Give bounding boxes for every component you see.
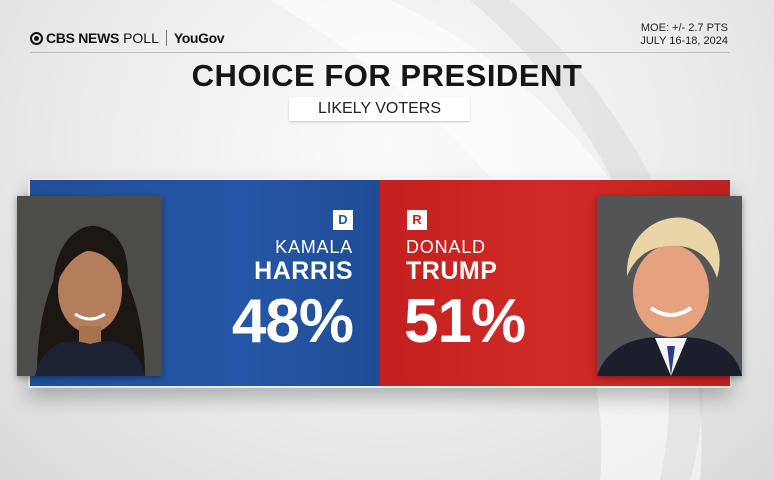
poll-dates: JULY 16-18, 2024 xyxy=(640,35,728,47)
poll-label: POLL xyxy=(123,30,159,46)
harris-percent: 48% xyxy=(231,287,354,356)
header: CBS NEWS POLL YouGov MOE: +/- 2.7 PTS JU… xyxy=(30,22,730,52)
harris-first-name: KAMALA xyxy=(275,237,353,257)
democrat-badge: D xyxy=(333,210,353,230)
trump-first-name: DONALD xyxy=(406,237,486,257)
poll-info: MOE: +/- 2.7 PTS JULY 16-18, 2024 xyxy=(640,22,728,48)
brand-name: CBS NEWS xyxy=(46,30,120,46)
brand-logo: CBS NEWS POLL YouGov xyxy=(30,30,225,46)
partner-name: YouGov xyxy=(173,30,225,46)
page-subtitle: LIKELY VOTERS xyxy=(289,97,470,121)
cbs-eye-icon xyxy=(30,31,43,45)
brand-divider xyxy=(165,30,167,46)
trump-photo xyxy=(597,196,742,376)
republican-badge: R xyxy=(407,210,427,230)
margin-of-error: MOE: +/- 2.7 PTS xyxy=(640,22,728,34)
harris-last-name: HARRIS xyxy=(254,257,353,285)
trump-percent: 51% xyxy=(404,287,526,356)
trump-last-name: TRUMP xyxy=(406,257,498,285)
header-divider xyxy=(30,52,730,53)
page-title: CHOICE FOR PRESIDENT xyxy=(191,58,583,93)
harris-photo xyxy=(17,196,162,376)
